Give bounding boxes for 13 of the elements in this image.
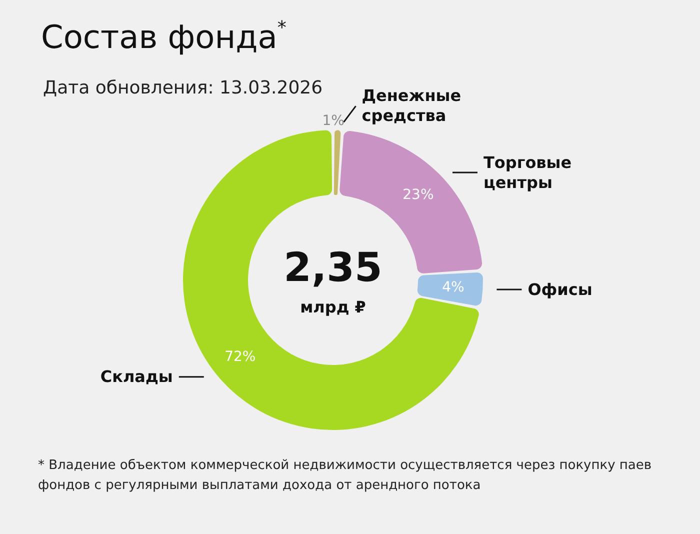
data-label: 23% <box>402 186 434 203</box>
text: * Владение объектом коммерческой недвижимости осуществляется через покупку паев фондов с регулярными выплатами дохода от арендного потока <box>38 457 653 495</box>
slice-label: Склады <box>99 366 173 387</box>
data-label: 4% <box>442 280 464 296</box>
slice-label: Денежные средства <box>362 86 462 126</box>
slice-label: Торговые центры <box>483 152 573 193</box>
chart-title: Состав фонда* <box>41 18 286 56</box>
data-label: 1% <box>322 113 344 130</box>
text: 2,35 <box>284 245 382 291</box>
chart-subtitle: Дата обновления: 13.03.2026 <box>43 78 323 98</box>
text: млрд ₽ <box>300 298 366 316</box>
slice-label: Офисы <box>528 280 594 300</box>
data-label: 72% <box>224 348 256 365</box>
